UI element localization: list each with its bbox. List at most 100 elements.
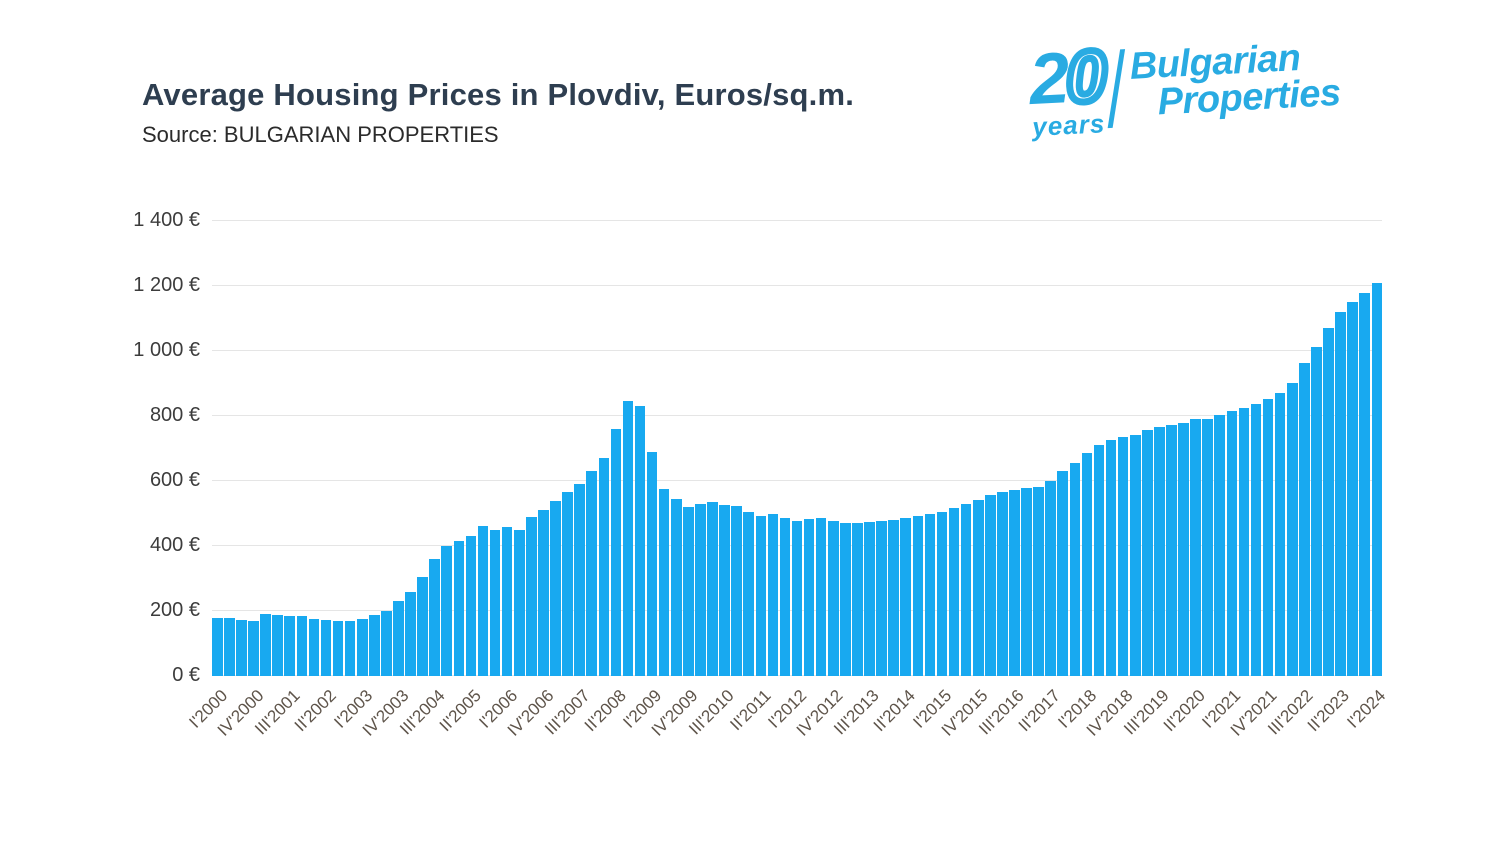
bar-I'2016 — [985, 495, 996, 676]
y-tick-label: 200 € — [149, 599, 200, 622]
bar-IV'2023 — [1359, 293, 1370, 676]
bar-III'2009 — [670, 498, 682, 676]
chart-source: Source: BULGARIAN PROPERTIES — [142, 122, 499, 147]
logo-digit-0: 0 — [1061, 33, 1109, 122]
bar-IV'2003 — [393, 601, 404, 676]
chart-title: Average Housing Prices in Plovdiv, Euros… — [142, 76, 855, 112]
logo-digit-2: 2 — [1027, 38, 1069, 121]
bar-II'2010 — [707, 502, 718, 676]
bar-I'2002 — [308, 618, 320, 676]
bar-IV'2006 — [538, 510, 549, 676]
logo-divider — [1107, 49, 1126, 129]
bar-I'2012 — [791, 520, 803, 676]
bar-II'2020 — [1190, 419, 1201, 676]
bar-I'2024 — [1371, 282, 1383, 676]
bar-IV'2010 — [731, 506, 742, 676]
bar-II'2005 — [465, 535, 477, 676]
bar-IV'2007 — [586, 471, 597, 676]
y-axis: 0 € 200 € 400 € 600 € 800 € 1 000 € 1 200 € 1 4… — [128, 209, 212, 686]
bar-I'2021 — [1226, 411, 1238, 676]
logo-brand-line2: Properties — [1156, 72, 1342, 124]
gridline — [212, 350, 1382, 351]
bar-III'2015 — [960, 503, 972, 676]
bar-I'2008 — [598, 458, 610, 676]
gridline — [212, 415, 1382, 416]
bar-II'2018 — [1093, 444, 1105, 676]
y-tick-label: 1 400 € — [133, 209, 200, 231]
bar-II'2015 — [948, 508, 960, 676]
bar-III'2005 — [477, 525, 489, 676]
bar-IV'2008 — [634, 406, 646, 676]
bar-II'2001 — [272, 614, 283, 676]
y-tick-label: 0 € — [172, 664, 200, 686]
bar-IV'2015 — [972, 499, 984, 676]
bar-I'2009 — [646, 451, 658, 676]
y-tick-label: 400 € — [149, 534, 200, 557]
bar-IV'2004 — [441, 546, 453, 676]
bar-IV'2009 — [683, 507, 694, 676]
y-tick-label: 1 000 € — [133, 339, 200, 361]
bar-IV'2021 — [1262, 399, 1274, 676]
bar-IV'2018 — [1117, 436, 1129, 676]
logo-number: 20 — [1027, 33, 1109, 122]
bar-III'2008 — [622, 401, 634, 676]
gridline — [212, 480, 1382, 481]
bar-III'2013 — [864, 521, 875, 676]
bar-II'2004 — [417, 576, 428, 676]
bar-II'2012 — [803, 519, 815, 676]
bar-II'2016 — [997, 492, 1008, 676]
bar-I'2005 — [453, 541, 465, 676]
bar-III'2018 — [1105, 440, 1117, 676]
bar-I'2011 — [743, 511, 755, 676]
bar-IV'2011 — [779, 518, 791, 676]
bar-I'2023 — [1323, 327, 1334, 676]
x-axis: I'2000 IV'2000 III'2001 II'2002 I'2003 IV'200… — [186, 676, 1390, 771]
bar-I'2022 — [1274, 392, 1286, 676]
y-tick-label: 1 200 € — [133, 274, 200, 296]
bar-III'2022 — [1299, 363, 1310, 676]
bar-III'2012 — [815, 517, 827, 676]
bar-III'2003 — [381, 611, 392, 676]
bar-II'2017 — [1045, 481, 1056, 676]
bar-IV'2002 — [344, 621, 356, 676]
bar-IV'2012 — [827, 521, 839, 676]
bar-II'2021 — [1238, 407, 1250, 676]
logo-brand: Bulgarian Properties — [1129, 37, 1342, 124]
bar-II'2011 — [755, 516, 767, 676]
gridline — [212, 220, 1382, 221]
bar-I'2001 — [260, 614, 271, 676]
bar-II'2006 — [513, 529, 525, 676]
gridline — [212, 285, 1382, 286]
plot-area — [212, 220, 1383, 676]
bar-III'2019 — [1154, 427, 1165, 676]
bars-container — [212, 221, 1383, 676]
bar-I'2018 — [1081, 453, 1093, 676]
bar-III'2006 — [526, 517, 537, 676]
bar-IV'2013 — [876, 520, 887, 676]
bar-IV'2000 — [248, 620, 259, 676]
bar-III'2007 — [574, 483, 585, 676]
bar-IV'2022 — [1311, 347, 1322, 676]
bar-III'2017 — [1057, 471, 1069, 676]
bar-IV'2017 — [1069, 463, 1081, 676]
x-tick-label: II'2011 — [725, 686, 775, 735]
bar-II'2003 — [369, 614, 380, 676]
bar-II'2009 — [658, 489, 670, 676]
bar-III'2000 — [236, 620, 247, 676]
bar-II'2002 — [320, 620, 332, 676]
bar-III'2002 — [332, 620, 344, 676]
bar-II'2008 — [610, 429, 622, 676]
bar-I'2019 — [1129, 434, 1141, 676]
logo-20-years: 20 years — [1027, 33, 1109, 142]
bar-I'2020 — [1178, 422, 1189, 676]
bar-I'2017 — [1033, 486, 1044, 676]
bar-III'2011 — [767, 514, 779, 676]
bar-III'2010 — [719, 505, 730, 676]
bar-III'2020 — [1202, 418, 1213, 676]
bar-II'2023 — [1335, 312, 1346, 676]
bar-IV'2001 — [296, 615, 308, 676]
bar-III'2021 — [1250, 403, 1262, 676]
logo-years-label: years — [1031, 107, 1106, 142]
bar-IV'2016 — [1021, 488, 1032, 676]
bar-I'2004 — [405, 592, 416, 676]
